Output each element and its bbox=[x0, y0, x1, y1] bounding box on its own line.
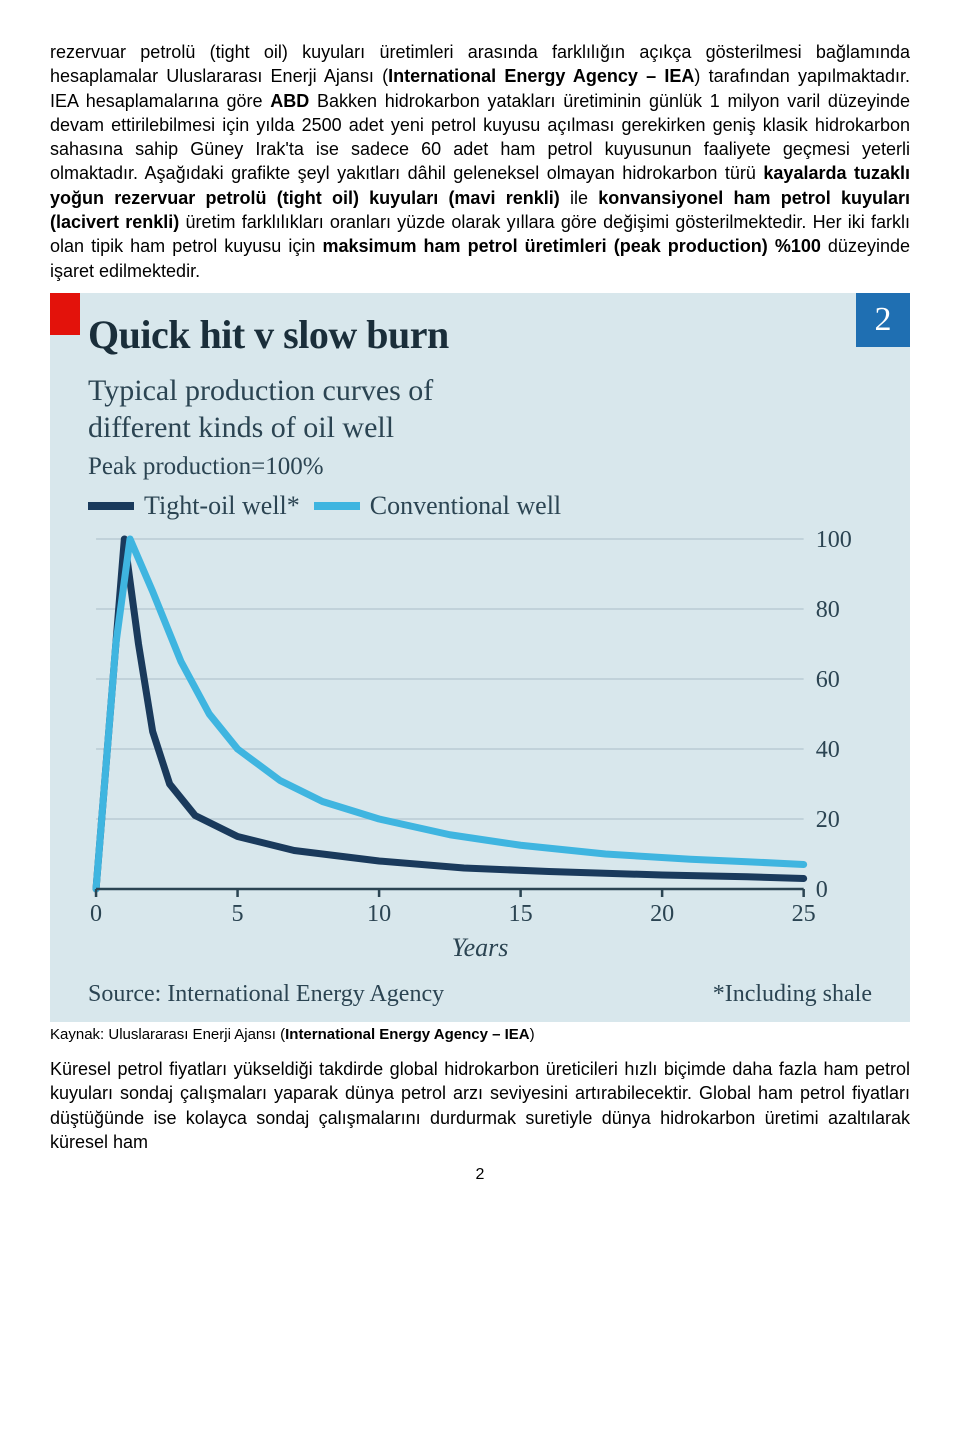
chart-accent-block bbox=[50, 293, 80, 335]
page-number: 2 bbox=[50, 1166, 910, 1184]
chart-container: Quick hit v slow burn 2 Typical producti… bbox=[50, 293, 910, 1022]
svg-text:5: 5 bbox=[232, 901, 244, 927]
chart-legend: Tight-oil well* Conventional well bbox=[88, 491, 910, 521]
svg-text:60: 60 bbox=[816, 667, 840, 693]
chart-subtitle-line2: different kinds of oil well bbox=[88, 411, 394, 444]
chart-footer: Source: International Energy Agency *Inc… bbox=[88, 981, 872, 1022]
legend-label: Conventional well bbox=[370, 491, 561, 521]
chart-number-badge: 2 bbox=[856, 293, 910, 347]
legend-swatch bbox=[314, 502, 360, 510]
chart-source: Source: International Energy Agency bbox=[88, 981, 444, 1008]
svg-text:0: 0 bbox=[816, 877, 828, 903]
svg-text:100: 100 bbox=[816, 529, 852, 553]
legend-swatch bbox=[88, 502, 134, 510]
svg-text:80: 80 bbox=[816, 597, 840, 623]
legend-label: Tight-oil well* bbox=[144, 491, 300, 521]
svg-text:25: 25 bbox=[792, 901, 816, 927]
chart-plot-area: 0 20 40 60 80 100 0 5 10 15 20 25 bbox=[88, 529, 872, 929]
bottom-paragraph: Küresel petrol fiyatları yükseldiği takd… bbox=[50, 1057, 910, 1154]
chart-subtitle-line1: Typical production curves of bbox=[88, 374, 433, 407]
chart-footnote: *Including shale bbox=[713, 981, 872, 1008]
chart-svg: 0 20 40 60 80 100 0 5 10 15 20 25 bbox=[88, 529, 872, 929]
svg-text:15: 15 bbox=[509, 901, 533, 927]
chart-background: Quick hit v slow burn 2 Typical producti… bbox=[50, 293, 910, 1022]
chart-header: Quick hit v slow burn 2 bbox=[50, 293, 910, 358]
chart-caption: Kaynak: Uluslararası Enerji Ajansı (Inte… bbox=[50, 1026, 910, 1043]
svg-text:0: 0 bbox=[90, 901, 102, 927]
chart-subtitle: Typical production curves of different k… bbox=[88, 372, 910, 447]
chart-x-axis-label: Years bbox=[50, 933, 910, 963]
legend-item: Conventional well bbox=[314, 491, 561, 521]
svg-text:20: 20 bbox=[816, 807, 840, 833]
chart-title: Quick hit v slow burn bbox=[88, 311, 449, 358]
svg-text:20: 20 bbox=[650, 901, 674, 927]
top-paragraph: rezervuar petrolü (tight oil) kuyuları ü… bbox=[50, 40, 910, 283]
svg-text:40: 40 bbox=[816, 737, 840, 763]
legend-item: Tight-oil well* bbox=[88, 491, 300, 521]
svg-text:10: 10 bbox=[367, 901, 391, 927]
chart-peak-label: Peak production=100% bbox=[88, 453, 910, 481]
